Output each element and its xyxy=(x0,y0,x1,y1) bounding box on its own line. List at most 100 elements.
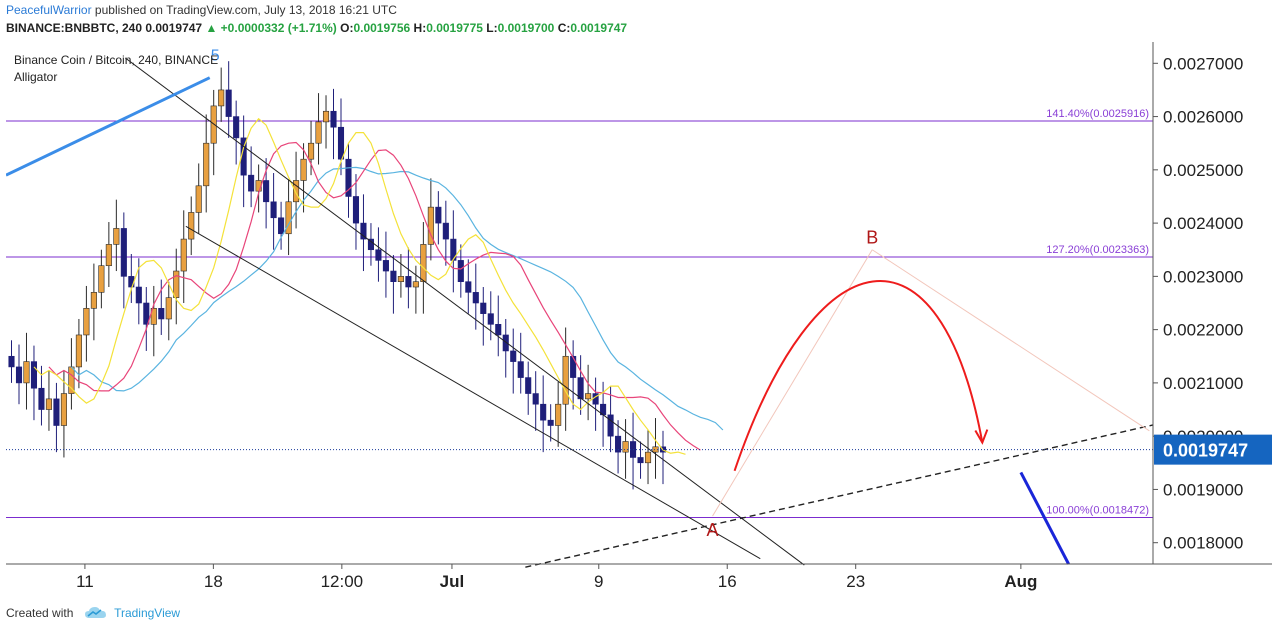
candle-body xyxy=(135,286,142,304)
candle-body xyxy=(442,222,449,240)
tradingview-cloud-icon xyxy=(84,607,106,618)
candle-body xyxy=(278,217,285,235)
candle-body xyxy=(300,158,307,181)
candle-body xyxy=(502,334,509,352)
price-tick-label: 0.0021000 xyxy=(1163,374,1243,393)
dashed-support-line xyxy=(525,424,1154,568)
candle-body xyxy=(472,292,479,304)
created-with-label: Created with xyxy=(6,606,74,620)
candle-body xyxy=(90,292,97,309)
time-tick-label: 16 xyxy=(718,572,737,591)
candle-body xyxy=(367,238,374,251)
candle-body xyxy=(562,355,569,405)
price-tick-label: 0.0026000 xyxy=(1163,108,1243,127)
low-value: 0.0019700 xyxy=(497,21,555,35)
up-triangle-icon: ▲ xyxy=(205,21,218,35)
candle-body xyxy=(352,196,360,224)
candle-body xyxy=(375,249,382,261)
candle-body xyxy=(427,206,434,245)
time-tick-label: 18 xyxy=(204,572,223,591)
channel-upper-line xyxy=(124,57,805,566)
candle-body xyxy=(412,281,419,288)
candle-body xyxy=(150,308,157,325)
ohlc-bar: BINANCE:BNBBTC, 240 0.0019747 ▲ +0.00003… xyxy=(6,21,627,35)
time-tick-label: 11 xyxy=(76,572,94,591)
fib-level-label: 141.40%(0.0025916) xyxy=(1046,108,1149,120)
projected-path-arc xyxy=(733,280,984,472)
candle-body xyxy=(195,185,202,213)
candle-body xyxy=(487,313,494,325)
candle-body xyxy=(615,435,622,453)
candle-body xyxy=(435,206,442,224)
candle-body xyxy=(98,265,105,293)
price-tick-label: 0.0027000 xyxy=(1163,54,1243,73)
author-link[interactable]: PeacefulWarrior xyxy=(6,3,92,17)
projected-path-arrowhead xyxy=(974,429,989,445)
candle-body xyxy=(405,276,412,288)
wave-5-label: 5 xyxy=(211,48,220,65)
price-tick-label: 0.0018000 xyxy=(1163,534,1243,553)
candle-body xyxy=(218,89,225,107)
candle-body xyxy=(607,414,614,437)
time-tick-label: 9 xyxy=(594,572,603,591)
alligator-teeth-line xyxy=(48,141,701,451)
candle-body xyxy=(225,89,232,117)
footer: Created with TradingView xyxy=(6,606,180,620)
last-price: 0.0019747 xyxy=(145,21,203,35)
candle-body xyxy=(23,361,30,384)
candle-body xyxy=(188,212,195,240)
candle-body xyxy=(158,308,165,320)
last-price-tag xyxy=(1154,434,1272,465)
candle-body xyxy=(420,244,427,282)
candle-body xyxy=(577,377,584,400)
candle-body xyxy=(570,355,577,378)
candle-body xyxy=(315,121,322,144)
price-tick-label: 0.0024000 xyxy=(1163,214,1243,233)
price-chart[interactable]: 141.40%(0.0025916) 127.20%(0.0023363) 100.… xyxy=(6,42,1272,596)
change-value: +0.0000332 (+1.71%) xyxy=(220,21,337,35)
candle-body xyxy=(53,398,60,426)
candle-body xyxy=(637,457,644,464)
candle-body xyxy=(390,270,397,282)
price-axis[interactable]: 0.0027000 0.0026000 0.0025000 0.0024000 0.00… xyxy=(1153,54,1272,553)
candle-body xyxy=(180,238,187,272)
candle-body xyxy=(337,126,345,160)
candle-body xyxy=(345,158,352,197)
wave-trend-line xyxy=(6,76,211,177)
candle-body xyxy=(510,350,517,362)
price-tick-label: 0.0023000 xyxy=(1163,267,1243,286)
candle-body xyxy=(270,201,277,219)
indicator-label: Alligator xyxy=(14,70,57,84)
open-label: O: xyxy=(340,21,354,35)
candle-body xyxy=(60,393,67,426)
chart-title: Binance Coin / Bitcoin, 240, BINANCE xyxy=(14,53,218,67)
plot-area[interactable]: 141.40%(0.0025916) 127.20%(0.0023363) 100.… xyxy=(6,48,1154,568)
time-axis[interactable]: 11 18 12:00 Jul 9 16 23 Aug xyxy=(76,564,1037,591)
close-label: C: xyxy=(557,21,571,35)
candle-body xyxy=(113,228,120,245)
point-b-label: B xyxy=(866,228,878,248)
projection-a-b-line xyxy=(712,249,873,517)
candle-body xyxy=(173,270,180,298)
candle-body xyxy=(622,441,629,453)
candle-body xyxy=(293,180,300,203)
candle-body xyxy=(75,334,82,368)
alligator-lips-line xyxy=(33,117,686,455)
candle-body xyxy=(307,142,315,160)
candle-body xyxy=(457,260,464,282)
tradingview-link[interactable]: TradingView xyxy=(114,606,181,620)
alligator-jaw-line xyxy=(70,166,724,431)
high-value: 0.0019775 xyxy=(426,21,483,35)
channel-lower-line xyxy=(185,225,761,560)
candle-body xyxy=(233,116,240,139)
candle-body xyxy=(517,361,524,378)
candle-body xyxy=(285,201,292,235)
high-label: H: xyxy=(413,21,427,35)
candle-body xyxy=(83,308,90,336)
candle-body xyxy=(248,174,255,192)
candle-body xyxy=(555,403,562,426)
point-a-label: A xyxy=(707,520,719,540)
price-tick-label: 0.0019000 xyxy=(1163,480,1243,499)
candle-body xyxy=(330,110,337,128)
time-tick-label: 23 xyxy=(846,572,865,591)
